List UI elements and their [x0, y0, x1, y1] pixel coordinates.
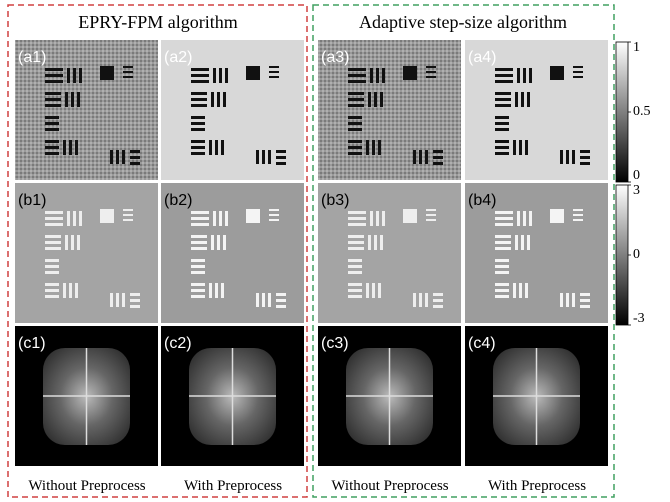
panel-label: (c2) [164, 335, 192, 352]
panel-label: (c4) [468, 335, 496, 352]
panel-label: (a3) [321, 49, 349, 66]
colorbar-tick-label: 1 [633, 40, 640, 55]
caption: With Preprocess [184, 478, 282, 494]
panel-row [15, 183, 608, 323]
panel-label: (b1) [18, 192, 46, 209]
colorbar-tick-label: 0 [633, 247, 640, 262]
panel-label: (a4) [468, 49, 496, 66]
group-title: EPRY-FPM algorithm [78, 12, 238, 32]
colorbar-tick-label: 0 [633, 168, 640, 183]
panel-label: (a2) [164, 49, 192, 66]
colorbar-tick-label: -3 [633, 311, 645, 326]
panel-label: (a1) [18, 49, 46, 66]
panel-label: (b4) [468, 192, 496, 209]
figure: EPRY-FPM algorithm Adaptive step-size al… [0, 0, 670, 502]
panel-label: (b2) [164, 192, 192, 209]
colorbar [616, 42, 628, 182]
group-title: Adaptive step-size algorithm [359, 12, 567, 32]
caption: Without Preprocess [28, 478, 145, 494]
panel-label: (b3) [321, 192, 349, 209]
panel-row [15, 326, 608, 466]
panel-label: (c1) [18, 335, 46, 352]
colorbar-tick-label: 0.5 [633, 104, 651, 119]
colorbar-tick-label: 3 [633, 183, 640, 198]
colorbar [616, 185, 628, 325]
panel-label: (c3) [321, 335, 349, 352]
caption: With Preprocess [488, 478, 586, 494]
caption: Without Preprocess [331, 478, 448, 494]
panel-row [15, 40, 608, 180]
